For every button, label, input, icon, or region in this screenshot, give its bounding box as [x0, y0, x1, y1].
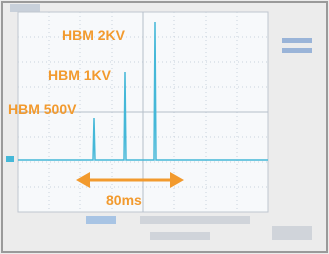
- annotation: HBM 500V: [8, 101, 77, 117]
- arrow-label: 80ms: [106, 192, 142, 208]
- readout: [272, 226, 312, 240]
- channel-marker: [6, 156, 14, 162]
- top-status: [10, 4, 40, 12]
- annotation: HBM 2KV: [62, 27, 126, 43]
- oscilloscope-screenshot: HBM 2KV HBM 1KV HBM 500V 80ms: [0, 0, 329, 254]
- side-readout: [282, 48, 312, 53]
- readout: [150, 232, 210, 240]
- readout: [86, 216, 116, 224]
- readout: [140, 216, 250, 224]
- side-readout: [282, 38, 312, 43]
- annotation: HBM 1KV: [48, 67, 112, 83]
